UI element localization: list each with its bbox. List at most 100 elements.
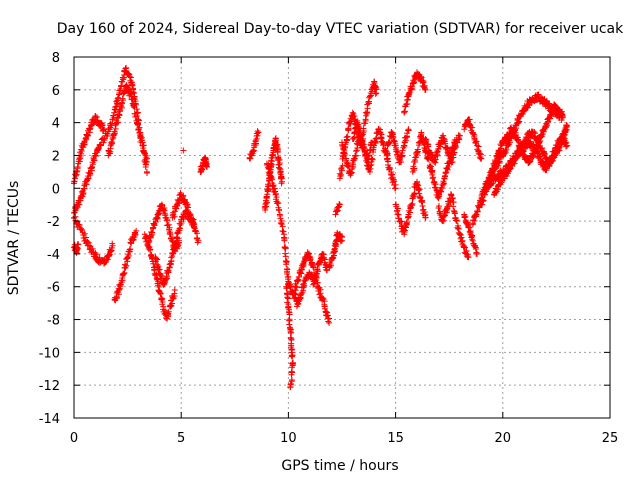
data-point-sample	[287, 334, 294, 341]
data-point-sample	[112, 122, 119, 129]
data-point-sample	[373, 85, 380, 92]
data-point-sample	[89, 245, 96, 252]
data-point-sample	[479, 196, 486, 203]
data-point-sample	[443, 144, 450, 151]
data-point-sample	[99, 122, 106, 129]
y-tick-label: 2	[52, 149, 60, 164]
data-point-sample	[365, 99, 372, 106]
data-point-sample	[203, 163, 210, 170]
data-point-sample	[81, 230, 88, 237]
data-point-sample	[166, 229, 173, 236]
data-point-sample	[452, 144, 459, 151]
data-point-sample	[138, 137, 145, 144]
data-point-sample	[350, 163, 357, 170]
data-point-sample	[474, 208, 481, 215]
data-point-sample	[389, 133, 396, 140]
data-point-sample	[456, 230, 463, 237]
data-point-sample	[317, 286, 324, 293]
data-point-sample	[85, 242, 92, 249]
data-point-sample	[551, 150, 558, 157]
data-point-sample	[401, 229, 408, 236]
data-point-sample	[450, 199, 457, 206]
data-point-sample	[269, 152, 276, 159]
data-point-sample	[362, 117, 369, 124]
data-point-sample	[337, 237, 344, 244]
data-point-sample	[449, 159, 456, 166]
data-point-sample	[321, 305, 328, 312]
data-point-sample	[276, 161, 283, 168]
data-point-sample	[159, 298, 166, 305]
data-point-sample	[335, 204, 342, 211]
data-point-sample	[162, 279, 169, 286]
data-point-sample	[404, 96, 411, 103]
data-point-sample	[273, 142, 280, 149]
data-point-sample	[397, 158, 404, 165]
data-point-sample	[466, 116, 473, 123]
data-point-sample	[100, 139, 107, 146]
data-point-sample	[443, 209, 450, 216]
data-point-sample	[436, 193, 443, 200]
data-point-sample	[409, 200, 416, 207]
data-point-sample	[337, 173, 344, 180]
data-point-sample	[74, 241, 81, 248]
data-point-sample	[548, 111, 555, 118]
data-point-sample	[498, 141, 505, 148]
data-point-sample	[440, 217, 447, 224]
data-point-sample	[411, 165, 418, 172]
data-point-sample	[134, 109, 141, 116]
data-point-sample	[156, 287, 163, 294]
data-point-sample	[115, 111, 122, 118]
data-point-sample	[559, 131, 566, 138]
data-point-sample	[358, 132, 365, 139]
data-point-sample	[117, 281, 124, 288]
data-point	[180, 147, 187, 154]
data-point-sample	[147, 247, 154, 254]
data-point-sample	[527, 138, 534, 145]
data-point-sample	[386, 139, 393, 146]
data-point-sample	[404, 100, 411, 107]
data-point-sample	[394, 205, 401, 212]
data-point-sample	[542, 124, 549, 131]
data-point-sample	[263, 200, 270, 207]
data-point-sample	[129, 82, 136, 89]
data-point-sample	[313, 271, 320, 278]
data-point-sample	[481, 191, 488, 198]
data-point-sample	[432, 156, 439, 163]
data-point-sample	[314, 267, 321, 274]
data-point-sample	[441, 136, 448, 143]
data-point-sample	[289, 353, 296, 360]
data-point-sample	[403, 133, 410, 140]
data-point-sample	[335, 203, 342, 210]
data-point-sample	[119, 78, 126, 85]
data-point-sample	[165, 308, 172, 315]
data-point-sample	[480, 197, 487, 204]
data-point-sample	[127, 246, 134, 253]
data-point-sample	[563, 142, 570, 149]
data-point-sample	[316, 291, 323, 298]
data-point-sample	[281, 244, 288, 251]
data-point-sample	[78, 147, 85, 154]
data-point-sample	[154, 256, 161, 263]
data-point-sample	[533, 144, 540, 151]
data-point-sample	[190, 220, 197, 227]
data-point-sample	[283, 261, 290, 268]
data-point-sample	[283, 285, 290, 292]
data-point-sample	[442, 170, 449, 177]
data-point-sample	[155, 211, 162, 218]
data-point-sample	[473, 250, 480, 257]
data-point-sample	[444, 205, 451, 212]
data-point-sample	[543, 122, 550, 129]
data-point-sample	[469, 217, 476, 224]
data-point-sample	[284, 283, 291, 290]
data-point-sample	[265, 181, 272, 188]
data-point-sample	[459, 237, 466, 244]
data-point-sample	[285, 278, 292, 285]
data-point-sample	[251, 147, 258, 154]
y-tick-label: 0	[52, 182, 60, 197]
data-point-sample	[143, 154, 150, 161]
data-point-sample	[432, 184, 439, 191]
data-point-sample	[278, 221, 285, 228]
data-point-sample	[451, 210, 458, 217]
data-point-sample	[198, 167, 205, 174]
data-point-sample	[347, 120, 354, 127]
